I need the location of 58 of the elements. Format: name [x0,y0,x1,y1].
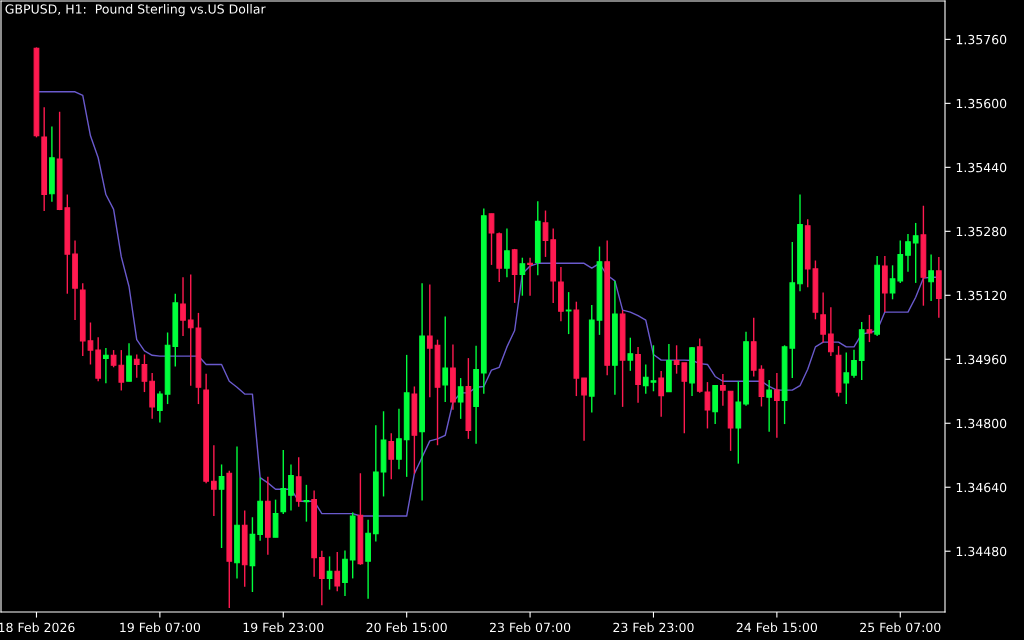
x-tick-label: 19 Feb 23:00 [243,622,324,633]
candlestick [218,463,225,549]
candlestick [627,336,634,372]
candlestick [774,372,780,439]
y-tick-label: 1.35120 [956,290,1007,301]
candlestick [905,233,911,273]
candlestick [396,408,402,470]
y-tick-label: 1.35760 [956,34,1007,45]
candlestick [720,373,726,407]
candlestick [103,347,109,384]
candlestick [527,257,533,297]
candlestick [180,276,186,337]
candlestick [318,550,325,606]
candlestick [488,213,495,266]
candlestick [820,291,827,344]
y-tick-label: 1.35440 [956,162,1007,173]
candlestick [650,344,657,392]
candlestick [519,257,526,297]
candlestick [342,549,348,597]
candlestick [288,463,294,512]
candlestick [851,348,857,379]
x-tick-label: 23 Feb 07:00 [489,622,571,633]
y-tick-label: 1.34800 [956,418,1007,429]
candlestick [658,370,665,418]
candlestick [388,432,395,480]
x-tick-label: 20 Feb 15:00 [366,622,447,633]
candlestick [642,363,649,395]
candlestick [426,283,433,398]
candlestick [581,377,587,442]
y-tick-label: 1.35600 [956,98,1007,109]
candlestick [457,377,464,420]
candlestick [87,321,94,366]
x-tick-label: 24 Feb 15:00 [736,622,818,633]
candlestick [843,351,850,405]
candlestick [827,306,834,357]
candlestick [326,555,333,591]
x-tick-label: 23 Feb 23:00 [613,622,694,633]
y-tick-label: 1.34960 [956,354,1007,365]
candlestick [442,315,449,403]
candlestick [280,449,287,515]
x-tick-label: 19 Feb 07:00 [120,622,201,633]
candlestick [866,314,873,343]
candlestick [542,209,549,258]
candlestick [766,379,773,433]
y-tick-label: 1.35280 [956,226,1007,237]
candlestick [912,222,919,284]
candlestick [157,390,163,424]
x-tick-label: 25 Feb 07:00 [860,622,941,633]
chart-title: GBPUSD, H1: Pound Sterling vs.US Dollar [5,4,266,17]
y-tick-label: 1.34640 [956,482,1007,493]
y-tick-label: 1.34480 [956,546,1007,557]
candlestick [272,498,279,538]
candlestick [210,444,217,517]
candlestick [565,291,572,335]
candlestick [504,227,510,279]
candlestick [303,484,310,523]
candlestick [928,253,934,302]
candlestick [334,551,341,592]
